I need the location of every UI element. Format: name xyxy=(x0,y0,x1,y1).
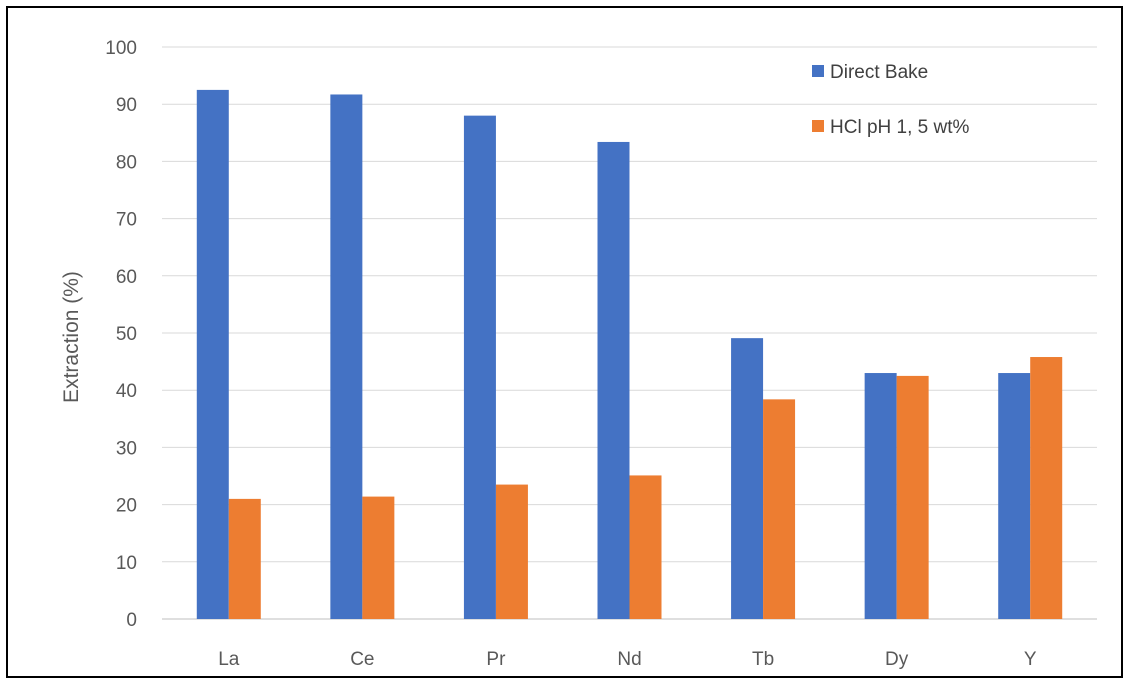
bar-hcl-tb xyxy=(763,399,796,619)
bar-direct-bake-nd xyxy=(597,141,630,619)
y-tick-label: 30 xyxy=(116,438,137,459)
bar-direct-bake-tb xyxy=(731,338,764,619)
y-tick-label: 40 xyxy=(116,381,137,402)
y-tick-label: 100 xyxy=(105,38,137,59)
bar-direct-bake-pr xyxy=(463,115,496,619)
x-tick-label: Pr xyxy=(486,649,506,670)
bar-direct-bake-ce xyxy=(330,94,363,619)
legend-label-hcl: HCl pH 1, 5 wt% xyxy=(830,117,969,138)
bar-direct-bake-dy xyxy=(864,373,897,619)
y-tick-label: 60 xyxy=(116,267,137,288)
x-tick-label: Y xyxy=(1024,649,1037,670)
x-tick-label: Dy xyxy=(885,649,909,670)
x-tick-label: Tb xyxy=(752,649,774,670)
bar-hcl-ce xyxy=(362,496,395,619)
y-tick-label: 0 xyxy=(126,610,137,631)
y-tick-label: 20 xyxy=(116,496,137,517)
bar-direct-bake-la xyxy=(196,89,229,619)
x-tick-label: Ce xyxy=(350,649,374,670)
bar-hcl-la xyxy=(228,498,261,619)
y-tick-label: 10 xyxy=(116,553,137,574)
bar-direct-bake-y xyxy=(998,373,1031,619)
bars xyxy=(196,89,1063,619)
legend-swatch-hcl xyxy=(812,120,824,132)
y-tick-label: 50 xyxy=(116,324,137,345)
y-axis-title: Extraction (%) xyxy=(60,271,83,403)
x-axis-ticks: La Ce Pr Nd Tb Dy Y xyxy=(218,649,1037,670)
legend-label-direct-bake: Direct Bake xyxy=(830,62,928,83)
legend: Direct Bake HCl pH 1, 5 wt% xyxy=(812,62,969,138)
legend-swatch-direct-bake xyxy=(812,65,824,77)
chart-frame xyxy=(6,6,1123,678)
bar-hcl-pr xyxy=(495,484,528,619)
y-axis-ticks: 0 10 20 30 40 50 60 70 80 90 100 xyxy=(105,38,137,631)
bar-hcl-dy xyxy=(896,375,929,619)
bar-hcl-y xyxy=(1030,357,1063,619)
y-tick-label: 90 xyxy=(116,95,137,116)
y-tick-label: 70 xyxy=(116,210,137,231)
x-tick-label: La xyxy=(218,649,240,670)
bar-hcl-nd xyxy=(629,475,662,619)
x-tick-label: Nd xyxy=(617,649,641,670)
y-tick-label: 80 xyxy=(116,152,137,173)
